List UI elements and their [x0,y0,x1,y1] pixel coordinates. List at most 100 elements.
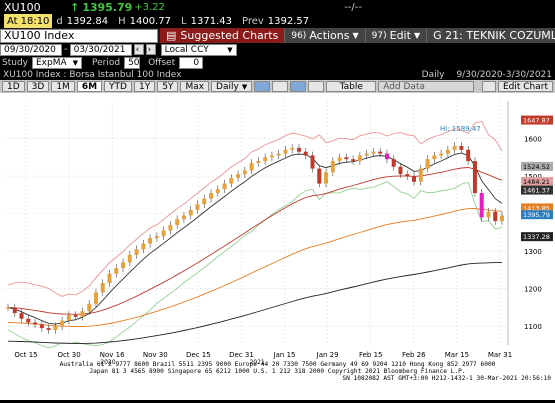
table-button[interactable]: Table [326,81,377,92]
offset-field[interactable]: 0 [179,56,204,69]
period-field[interactable]: 50 [124,56,141,69]
candle-body [39,324,44,329]
candle-body [296,147,301,152]
candle-body [432,155,437,160]
candle-body [148,238,153,244]
candle-body [263,157,268,162]
actions-menu[interactable]: 96) Actions ▼ [284,28,365,43]
candle-body [398,166,403,175]
study-select[interactable]: ExpMA ▼ [32,56,82,69]
candle-body [209,192,214,199]
up-arrow-icon: ↑ [70,0,80,14]
timeframe-5y[interactable]: 5Y [157,81,179,92]
x-tick-label: Mar 15 [445,351,469,359]
chevron-down-icon: ▼ [241,82,248,91]
frequency-select[interactable]: Daily ▼ [211,81,253,92]
candle-body [100,283,105,293]
dash: - [64,44,68,55]
candle-body [256,161,261,163]
y-axis: 1100120013001400150016001647.871524.5214… [507,101,553,345]
x-tick-label: Oct 15 [14,351,37,359]
chevron-down-icon: ▼ [352,31,359,40]
timeframe-6m[interactable]: 6M [76,81,103,92]
edit-menu[interactable]: 97) Edit ▼ [364,28,427,43]
price-tag-label: 1395.79 [523,211,550,219]
bar-chart-type-button[interactable] [272,81,289,92]
candle-body [500,215,504,222]
candle-body [337,157,342,162]
open-label: d [56,15,63,27]
candle-body [195,204,200,210]
candle-body [472,161,477,193]
price-tag-label: 1413.85 [523,204,550,212]
timeframe-3d[interactable]: 3D [26,81,50,92]
timeframe-ytd[interactable]: YTD [104,81,132,92]
y-tick-label: 1200 [524,286,542,294]
candle-body [330,161,335,173]
date-range-bar: 09/30/2020 - 03/30/2021 ‹ › Local CCY ▼ [0,43,555,56]
high-annotation: Hi: 1589.47 [440,125,481,133]
candle-body [283,149,288,154]
timeframe-1m[interactable]: 1M [51,81,75,92]
low-value: 1371.43 [190,15,232,27]
price-chart[interactable]: 1100120013001400150016001647.871524.5214… [0,93,555,400]
mountain-chart-type-button[interactable] [308,81,325,92]
subtitle: XU100 Index : Borsa Istanbul 100 Index [3,69,182,80]
y-tick-label: 1300 [524,248,542,256]
end-date-field[interactable]: 03/30/2021 [69,43,132,56]
candle-body [188,209,193,216]
candle-body [290,147,295,150]
chart-grid [4,101,508,345]
suggested-charts-button[interactable]: ▤ Suggested Charts [160,28,285,43]
next-range-button[interactable]: › [145,44,156,55]
chevron-down-icon: ▼ [413,31,421,40]
subtitle-bar: XU100 Index : Borsa Istanbul 100 Index D… [0,69,555,80]
x-tick-label: Feb 15 [359,351,383,359]
zoom-button[interactable] [481,81,496,92]
ema-200-line [7,261,503,344]
candle-body [371,151,376,154]
actions-label: Actions [309,29,350,42]
timeframe-1d[interactable]: 1D [2,81,25,92]
candle-body [33,322,38,325]
study-value: ExpMA [36,57,67,68]
candle-body [439,153,444,156]
candle-body [317,168,322,184]
candle-body [66,314,71,321]
candle-body [445,149,450,154]
edit-chart-button[interactable]: Edit Chart [497,81,553,92]
footer-line-2: Japan 81 3 4565 8900 Singapore 65 6212 1… [89,368,466,375]
price-tag-label: 1337.28 [523,233,550,241]
x-tick-label: Dec 31 [229,351,254,359]
chart-canvas: 1100120013001400150016001647.871524.5214… [4,101,553,366]
line-chart-type-button[interactable] [254,81,271,92]
price-tag [521,115,553,125]
prev-range-button[interactable]: ‹ [133,44,144,55]
quote-time: 18:10 [20,15,50,27]
candle-body [87,303,92,312]
candle-chart-type-button[interactable] [290,81,307,92]
candle-body [249,162,254,171]
year-label: 2021 [249,359,264,366]
timeframe-max[interactable]: Max [180,81,210,92]
candle-body [303,151,308,156]
currency-select[interactable]: Local CCY ▼ [160,43,237,56]
candle-body [391,159,396,167]
start-date-field[interactable]: 09/30/2020 [0,43,62,56]
at-box: At 18:10 [4,14,53,28]
candle-body [12,307,17,314]
candle-body [357,155,362,162]
candle-body [175,219,180,225]
candle-body [269,155,274,158]
security-field[interactable]: XU100 Index [0,28,158,43]
x-tick-label: Nov 16 [100,351,125,359]
candle-body [242,170,247,175]
candle-body [452,146,457,150]
add-data-button[interactable]: Add Data [378,81,475,92]
suggested-charts-label: Suggested Charts [180,29,279,42]
timeframe-1y[interactable]: 1Y [133,81,156,92]
price-tag [521,210,553,220]
footer: Australia 61 2 9777 8600 Brazil 5511 239… [0,361,555,382]
y-tick-label: 1600 [524,136,542,144]
candle-body [19,313,24,319]
